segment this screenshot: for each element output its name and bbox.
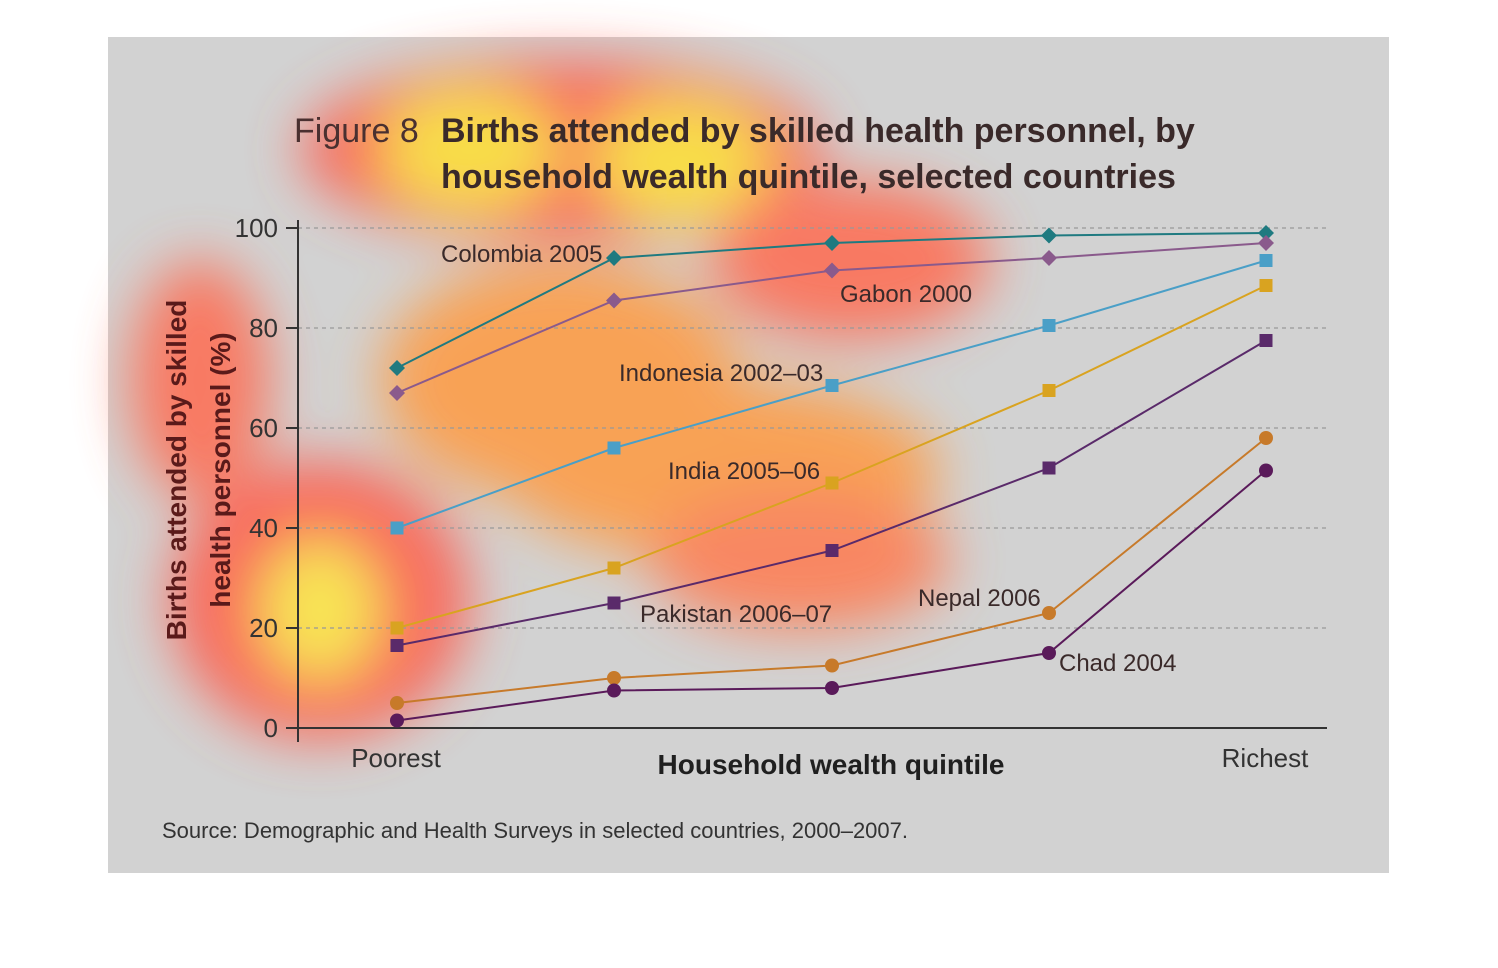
data-point	[1259, 431, 1273, 445]
y-tick-label: 40	[249, 513, 278, 543]
label-nepal: Nepal 2006	[918, 585, 1041, 612]
series-lines	[389, 225, 1274, 728]
y-axis-title-line-1: Births attended by skilled	[161, 300, 192, 641]
data-point	[1259, 463, 1273, 478]
data-point	[607, 561, 621, 575]
y-tick-label: 80	[249, 313, 278, 343]
data-point	[1258, 235, 1274, 251]
label-chad: Chad 2004	[1059, 650, 1176, 677]
title-line-1: Births attended by skilled health person…	[441, 112, 1195, 150]
data-point	[825, 544, 839, 557]
data-point	[824, 262, 840, 279]
y-tick-label: 0	[264, 713, 278, 743]
x-tick-poorest: Poorest	[351, 743, 441, 773]
y-tick-label: 60	[249, 413, 278, 443]
label-pakistan: Pakistan 2006–07	[640, 601, 832, 628]
data-point	[390, 639, 404, 652]
y-axis-title: Births attended by skilled health person…	[161, 300, 236, 641]
x-tick-labels: Poorest Richest	[351, 743, 1309, 773]
chart-title: Figure 8 Births attended by skilled heal…	[294, 112, 1195, 196]
series-2	[390, 254, 1273, 535]
data-point	[1259, 254, 1273, 267]
title-line-2: household wealth quintile, selected coun…	[441, 158, 1176, 196]
attention-heatmap-overlay	[130, 60, 990, 740]
data-point	[1042, 461, 1056, 475]
series-6	[390, 463, 1273, 728]
data-point	[607, 683, 621, 698]
data-point	[1042, 646, 1056, 660]
data-point	[1259, 279, 1273, 292]
data-point	[824, 235, 840, 251]
data-point	[825, 658, 839, 673]
series-labels: Colombia 2005 Gabon 2000 Indonesia 2002–…	[441, 241, 1176, 677]
data-point	[606, 292, 622, 309]
data-point	[607, 596, 621, 610]
series-0	[389, 225, 1274, 376]
data-point	[1259, 334, 1273, 347]
data-point	[1042, 606, 1056, 620]
series-1	[389, 235, 1274, 401]
y-tick-labels: 0 20 40 60 80 100	[235, 213, 298, 743]
axes	[286, 220, 1327, 742]
x-axis-title: Household wealth quintile	[658, 749, 1005, 780]
label-indonesia: Indonesia 2002–03	[619, 360, 823, 387]
series-4	[390, 334, 1273, 652]
data-point	[825, 476, 839, 490]
data-point	[607, 671, 621, 685]
label-gabon: Gabon 2000	[840, 281, 972, 308]
y-tick-label: 20	[249, 613, 278, 643]
data-point	[389, 360, 405, 376]
data-point	[607, 441, 621, 455]
x-tick-richest: Richest	[1222, 743, 1309, 773]
source-note: Source: Demographic and Health Surveys i…	[162, 818, 908, 843]
data-point	[1042, 319, 1056, 332]
series-3	[390, 279, 1273, 635]
data-point	[1041, 250, 1057, 266]
data-point	[1042, 384, 1056, 397]
label-india: India 2005–06	[668, 458, 820, 485]
figure-number: Figure 8	[294, 112, 419, 150]
data-point	[390, 696, 404, 710]
data-point	[825, 681, 839, 695]
data-point	[390, 713, 404, 728]
data-point	[606, 250, 622, 266]
data-point	[389, 385, 405, 401]
data-point	[390, 621, 404, 635]
y-axis-title-line-2: health personnel (%)	[205, 332, 236, 607]
data-point	[1258, 225, 1274, 241]
data-point	[825, 379, 839, 392]
y-tick-label: 100	[235, 213, 278, 243]
series-5	[390, 431, 1273, 710]
data-point	[390, 521, 404, 535]
label-colombia: Colombia 2005	[441, 241, 602, 268]
data-point	[1041, 227, 1057, 244]
